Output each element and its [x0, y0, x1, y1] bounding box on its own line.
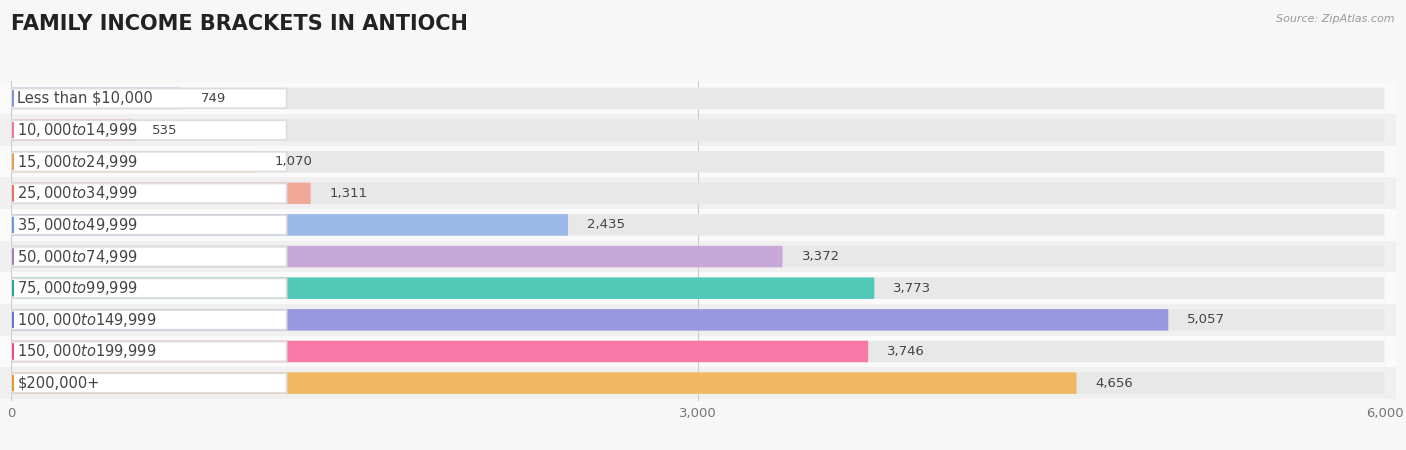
Text: Less than $10,000: Less than $10,000 — [17, 91, 153, 106]
FancyBboxPatch shape — [11, 372, 1385, 394]
Text: $15,000 to $24,999: $15,000 to $24,999 — [17, 153, 138, 171]
FancyBboxPatch shape — [0, 367, 1396, 399]
Text: $25,000 to $34,999: $25,000 to $34,999 — [17, 184, 138, 202]
FancyBboxPatch shape — [0, 83, 1396, 114]
Text: 2,435: 2,435 — [588, 218, 626, 231]
FancyBboxPatch shape — [11, 374, 287, 393]
FancyBboxPatch shape — [11, 246, 1385, 267]
Text: 749: 749 — [201, 92, 226, 105]
FancyBboxPatch shape — [11, 309, 1168, 331]
FancyBboxPatch shape — [11, 278, 1385, 299]
FancyBboxPatch shape — [11, 88, 181, 109]
FancyBboxPatch shape — [11, 183, 1385, 204]
FancyBboxPatch shape — [0, 304, 1396, 336]
FancyBboxPatch shape — [11, 372, 1077, 394]
Text: 1,311: 1,311 — [330, 187, 368, 200]
FancyBboxPatch shape — [11, 310, 287, 330]
Text: 1,070: 1,070 — [274, 155, 312, 168]
FancyBboxPatch shape — [11, 88, 1385, 109]
FancyBboxPatch shape — [11, 119, 1385, 141]
FancyBboxPatch shape — [11, 309, 1385, 331]
Text: 4,656: 4,656 — [1095, 377, 1133, 390]
FancyBboxPatch shape — [11, 89, 287, 108]
Text: $10,000 to $14,999: $10,000 to $14,999 — [17, 121, 138, 139]
FancyBboxPatch shape — [11, 247, 287, 266]
Text: 3,773: 3,773 — [893, 282, 932, 295]
FancyBboxPatch shape — [11, 119, 134, 141]
FancyBboxPatch shape — [11, 214, 568, 236]
FancyBboxPatch shape — [11, 120, 287, 140]
FancyBboxPatch shape — [0, 146, 1396, 177]
FancyBboxPatch shape — [11, 342, 287, 361]
FancyBboxPatch shape — [11, 341, 1385, 362]
Text: 535: 535 — [152, 124, 177, 136]
FancyBboxPatch shape — [0, 177, 1396, 209]
FancyBboxPatch shape — [11, 183, 311, 204]
FancyBboxPatch shape — [11, 152, 287, 171]
FancyBboxPatch shape — [0, 336, 1396, 367]
Text: $75,000 to $99,999: $75,000 to $99,999 — [17, 279, 138, 297]
FancyBboxPatch shape — [0, 241, 1396, 272]
Text: Source: ZipAtlas.com: Source: ZipAtlas.com — [1277, 14, 1395, 23]
Text: 3,372: 3,372 — [801, 250, 839, 263]
FancyBboxPatch shape — [11, 151, 1385, 172]
FancyBboxPatch shape — [11, 279, 287, 298]
Text: $50,000 to $74,999: $50,000 to $74,999 — [17, 248, 138, 266]
FancyBboxPatch shape — [0, 272, 1396, 304]
Text: $150,000 to $199,999: $150,000 to $199,999 — [17, 342, 157, 360]
FancyBboxPatch shape — [0, 114, 1396, 146]
FancyBboxPatch shape — [11, 341, 868, 362]
Text: FAMILY INCOME BRACKETS IN ANTIOCH: FAMILY INCOME BRACKETS IN ANTIOCH — [11, 14, 468, 33]
FancyBboxPatch shape — [11, 151, 256, 172]
FancyBboxPatch shape — [11, 184, 287, 203]
FancyBboxPatch shape — [11, 214, 1385, 236]
Text: 3,746: 3,746 — [887, 345, 925, 358]
FancyBboxPatch shape — [11, 215, 287, 235]
Text: $200,000+: $200,000+ — [17, 376, 100, 391]
Text: $35,000 to $49,999: $35,000 to $49,999 — [17, 216, 138, 234]
FancyBboxPatch shape — [0, 209, 1396, 241]
FancyBboxPatch shape — [11, 246, 783, 267]
FancyBboxPatch shape — [11, 278, 875, 299]
Text: 5,057: 5,057 — [1187, 313, 1226, 326]
Text: $100,000 to $149,999: $100,000 to $149,999 — [17, 311, 157, 329]
